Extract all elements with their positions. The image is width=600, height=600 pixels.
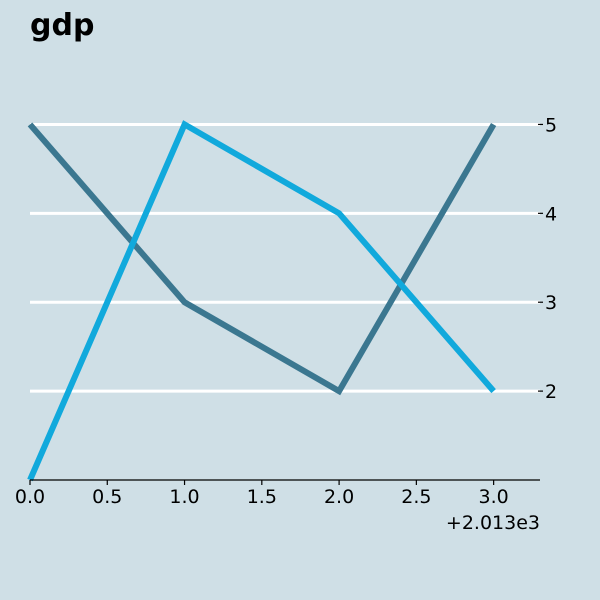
x-ticks: 0.0 0.5 1.0 1.5 2.0 2.5 3.0 <box>15 480 509 508</box>
chart-title: gdp <box>30 8 95 43</box>
series-line-2 <box>27 120 496 482</box>
x-tick-label: 1.0 <box>169 486 199 508</box>
y-ticks: 2 3 4 5 <box>538 114 557 403</box>
series-lines <box>27 120 497 482</box>
y-tick-label: 4 <box>545 203 557 225</box>
y-tick-label: 2 <box>545 381 557 403</box>
x-tick-label: 0.0 <box>15 486 45 508</box>
x-tick-label: 1.5 <box>247 486 277 508</box>
x-tick-label: 2.0 <box>324 486 354 508</box>
x-tick-label: 3.0 <box>479 486 509 508</box>
grid-lines <box>30 122 540 393</box>
x-tick-label: 2.5 <box>401 486 431 508</box>
y-tick-label: 5 <box>545 114 557 136</box>
series-line-1 <box>27 122 497 396</box>
y-tick-label: 3 <box>545 292 557 314</box>
x-offset-label: +2.013e3 <box>446 512 540 534</box>
x-tick-label: 0.5 <box>92 486 122 508</box>
